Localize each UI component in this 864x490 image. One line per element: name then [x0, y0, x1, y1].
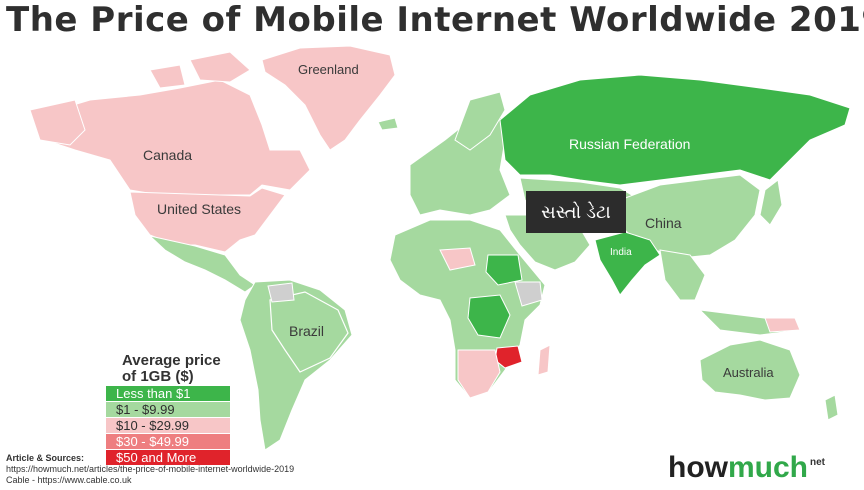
legend: Average price of 1GB ($) Less than $1 $1… [106, 353, 230, 465]
overlay-tag: સસ્તો ડેટા [526, 191, 626, 233]
label-brazil: Brazil [289, 323, 325, 339]
region-brazil [269, 291, 349, 373]
legend-item-less-than-1: Less than $1 [106, 386, 230, 401]
sources-link-article[interactable]: https://howmuch.net/articles/the-price-o… [6, 464, 295, 474]
region-new-zealand [824, 394, 839, 421]
region-scandinavia [454, 91, 506, 151]
region-iceland [377, 117, 399, 131]
label-russia: Russian Federation [569, 136, 691, 152]
label-australia: Australia [723, 365, 774, 380]
brand-part1: how [668, 451, 728, 484]
sources: Article & Sources: https://howmuch.net/a… [6, 453, 294, 486]
world-map [29, 45, 851, 451]
region-canada [39, 79, 311, 196]
region-madagascar [537, 344, 551, 376]
region-united-states [129, 187, 286, 253]
region-india [594, 231, 661, 296]
sources-heading: Article & Sources: [6, 453, 85, 463]
brand-suffix: net [810, 457, 826, 468]
region-russia [499, 74, 851, 186]
legend-item-50-and-more: $50 and More [106, 450, 230, 465]
region-sudan [485, 254, 523, 286]
region-japan [759, 179, 783, 226]
brand-part2: much [728, 451, 809, 484]
region-australia [699, 339, 801, 401]
region-ethiopia [514, 281, 543, 307]
region-new-guinea [764, 317, 801, 333]
legend-title-line2: of 1GB ($) [122, 368, 194, 385]
legend-item-1-to-9-99: $1 - $9.99 [106, 402, 230, 417]
legend-item-30-to-49-99: $30 - $49.99 [106, 434, 230, 449]
region-west-africa-pink [439, 247, 476, 271]
legend-title-line1: Average price [122, 352, 221, 369]
label-united-states: United States [157, 201, 242, 217]
sources-link-cable[interactable]: Cable - https://www.cable.co.uk [6, 475, 132, 485]
label-canada: Canada [143, 147, 193, 163]
region-alaska [29, 99, 86, 146]
region-greenland [261, 45, 396, 151]
label-greenland: Greenland [298, 62, 359, 77]
brand-logo: howmuch net [668, 451, 826, 485]
region-arctic-islands [149, 51, 251, 89]
label-china: China [645, 215, 682, 231]
region-drc [467, 294, 511, 339]
legend-item-10-to-29-99: $10 - $29.99 [106, 418, 230, 433]
region-mexico [148, 235, 256, 293]
region-venezuela [267, 282, 295, 303]
label-india: India [610, 247, 632, 258]
page-title: The Price of Mobile Internet Worldwide 2… [6, 0, 864, 40]
region-southern-africa [457, 349, 501, 399]
